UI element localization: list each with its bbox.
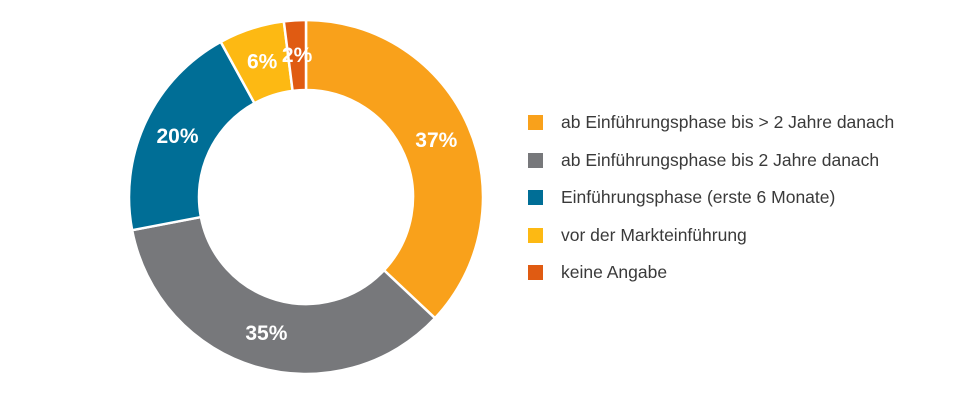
legend-item-ab-einfuehrungsphase-bis-2-jahre-danach: ab Einführungsphase bis 2 Jahre danach xyxy=(528,142,894,180)
legend-swatch xyxy=(528,227,543,243)
legend-swatch xyxy=(528,152,543,168)
slice-value-label: 37% xyxy=(415,129,457,152)
legend-label: ab Einführungsphase bis > 2 Jahre danach xyxy=(561,112,895,133)
slice-value-label: 20% xyxy=(156,125,198,148)
donut-slice-ab-einfuehrungsphase-bis-2-jahre-danach xyxy=(130,215,437,376)
slice-value-label: 35% xyxy=(245,322,287,345)
legend-item-vor-der-markteinfuehrung: vor der Markteinführung xyxy=(528,217,894,255)
legend-label: Einführungsphase (erste 6 Monate) xyxy=(561,187,836,208)
slice-value-label: 6% xyxy=(247,50,278,73)
donut-slice-einfuehrungsphase-erste-6-monate xyxy=(127,40,257,232)
legend-swatch xyxy=(528,190,543,206)
chart-legend: ab Einführungsphase bis > 2 Jahre danach… xyxy=(528,104,894,292)
donut-slice-ab-einfuehrungsphase-bis-2-jahre-danach xyxy=(304,18,485,320)
legend-item-ab-einfuehrungsphase-bis-2-jahre-danach: ab Einführungsphase bis > 2 Jahre danach xyxy=(528,104,894,142)
legend-swatch xyxy=(528,115,543,131)
legend-swatch xyxy=(528,265,543,281)
legend-label: keine Angabe xyxy=(561,262,668,283)
legend-label: ab Einführungsphase bis 2 Jahre danach xyxy=(561,149,880,170)
legend-item-einfuehrungsphase-erste-6-monate: Einführungsphase (erste 6 Monate) xyxy=(528,179,894,217)
donut-slice-keine-angabe xyxy=(282,18,308,93)
legend-label: vor der Markteinführung xyxy=(561,224,747,245)
slice-value-label: 2% xyxy=(282,44,313,67)
legend-item-keine-angabe: keine Angabe xyxy=(528,254,894,292)
